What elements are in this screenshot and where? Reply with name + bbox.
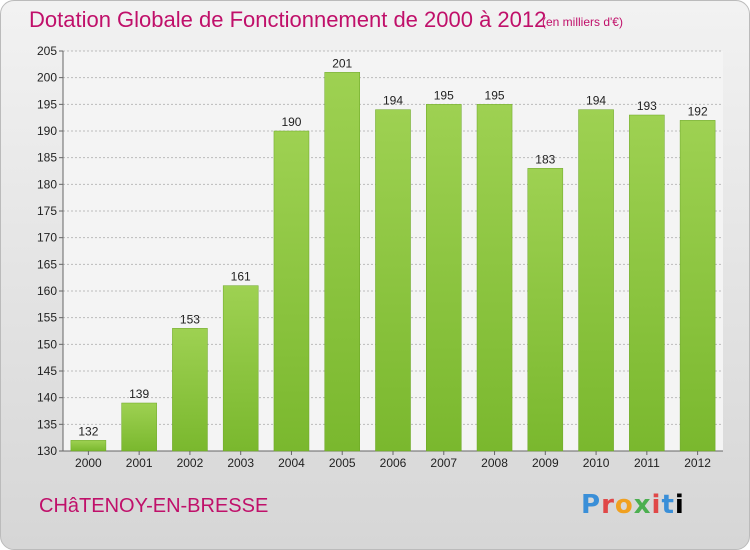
y-tick-label: 190: [37, 124, 57, 138]
bar: [476, 104, 513, 452]
x-tick-label: 2010: [583, 456, 610, 470]
data-label: 161: [231, 270, 251, 284]
x-tick-label: 2008: [481, 456, 508, 470]
y-tick-label: 180: [37, 177, 57, 191]
y-tick-label: 140: [37, 391, 57, 405]
y-tick-label: 185: [37, 151, 57, 165]
x-tick-label: 2004: [278, 456, 305, 470]
data-label: 195: [485, 88, 505, 102]
y-tick-label: 145: [37, 364, 57, 378]
y-tick-label: 160: [37, 284, 57, 298]
logo-letter: i: [674, 490, 685, 520]
logo-letter: o: [614, 490, 634, 520]
bar: [222, 285, 259, 452]
data-label: 190: [281, 115, 301, 129]
proxiti-logo: Proxiti: [581, 490, 685, 520]
data-label: 201: [332, 56, 352, 70]
bar: [70, 440, 107, 452]
x-tick-label: 2005: [329, 456, 356, 470]
y-tick-label: 135: [37, 417, 57, 431]
logo-letter: r: [601, 490, 615, 520]
bar: [172, 328, 208, 452]
x-tick-label: 2003: [227, 456, 254, 470]
logo-letter: i: [651, 490, 662, 520]
data-label: 183: [535, 152, 555, 166]
bar: [527, 168, 564, 452]
data-label: 139: [129, 387, 149, 401]
x-tick-label: 2011: [634, 456, 660, 470]
y-tick-label: 175: [37, 204, 57, 218]
chart-title: Dotation Globale de Fonctionnement de 20…: [29, 7, 547, 32]
bar: [679, 120, 716, 452]
x-tick-label: 2001: [126, 456, 153, 470]
commune-name: CHâTENOY-EN-BRESSE: [39, 495, 269, 517]
chart-subtitle: (en milliers d'€): [542, 15, 623, 29]
bar: [121, 402, 157, 452]
bar: [324, 72, 360, 452]
data-label: 193: [637, 99, 657, 113]
y-tick-label: 150: [37, 337, 57, 351]
y-tick-label: 155: [37, 311, 57, 325]
x-tick-label: 2009: [532, 456, 559, 470]
y-tick-label: 130: [37, 444, 57, 458]
x-tick-label: 2000: [75, 456, 102, 470]
y-tick-label: 165: [37, 257, 57, 271]
logo-letter: x: [633, 490, 652, 520]
data-label: 194: [586, 94, 606, 108]
data-label: 153: [180, 312, 200, 326]
data-label: 195: [434, 88, 454, 102]
x-tick-label: 2006: [380, 456, 407, 470]
y-tick-label: 205: [37, 44, 57, 58]
bar: [273, 130, 310, 452]
x-tick-label: 2002: [177, 456, 204, 470]
x-tick-label: 2007: [430, 456, 457, 470]
bar: [375, 109, 411, 452]
y-tick-label: 195: [37, 97, 57, 111]
data-label: 194: [383, 94, 403, 108]
logo-letter: P: [581, 490, 602, 520]
data-label: 192: [688, 104, 708, 118]
y-tick-label: 200: [37, 71, 57, 85]
x-tick-label: 2012: [684, 456, 711, 470]
data-label: 132: [78, 424, 98, 438]
logo-letter: t: [661, 490, 675, 520]
bar: [578, 109, 614, 452]
bar: [426, 104, 462, 452]
bar: [629, 114, 665, 452]
y-tick-label: 170: [37, 231, 57, 245]
